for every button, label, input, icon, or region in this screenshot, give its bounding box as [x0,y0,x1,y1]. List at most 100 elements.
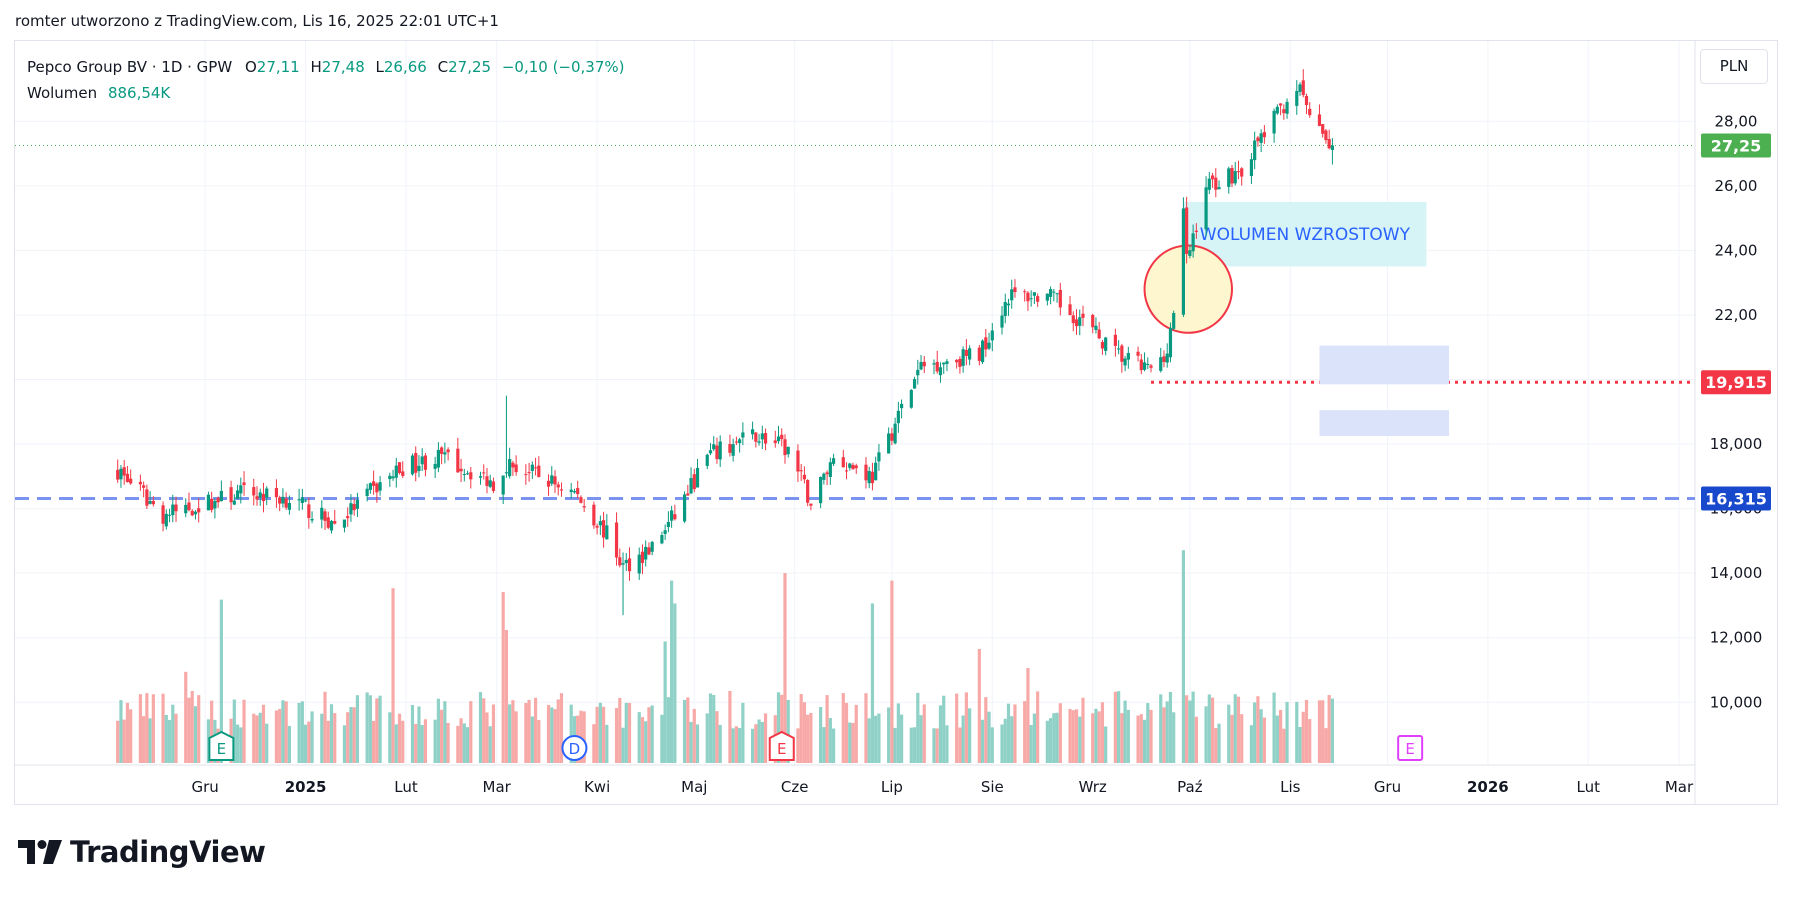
candle-body [553,476,557,485]
volume-bar [171,704,175,763]
price-tick-label: 10,000 [1710,693,1763,711]
candle-body [116,469,120,480]
volume-bar [508,704,512,763]
candle-body [148,501,152,504]
highlight-ellipse[interactable] [1129,230,1247,348]
tradingview-logo[interactable]: TradingView [18,835,266,869]
zone-rectangle[interactable] [1319,345,1450,385]
volume-bar [462,723,466,763]
volume-bar [796,728,800,763]
candle-body [1249,159,1254,177]
volume-bar [1181,550,1186,763]
volume-bar [1330,698,1335,763]
candle-body [1230,167,1234,184]
candle-body [171,504,175,516]
candle-body [576,488,580,495]
symbol-name[interactable]: Pepco Group BV · 1D · GPW [27,58,233,76]
volume-bar [977,649,981,763]
candle-body [1006,303,1011,306]
volume-bar [167,719,172,763]
volume-bar [1058,703,1062,763]
volume-bar [1026,668,1030,763]
earnings-marker[interactable] [1397,735,1424,761]
candle-body [987,342,991,349]
tradingview-logo-text: TradingView [70,835,266,869]
candle-body [138,481,142,485]
volume-bar [1207,694,1211,763]
earnings-marker[interactable] [768,730,795,761]
candle-body [760,433,764,440]
volume-bar [893,727,897,763]
candle-body [391,476,395,479]
volume-bar [776,692,781,763]
event-marker-letter: E [217,740,226,758]
volume-bar [1256,696,1260,763]
candle-body [504,472,509,474]
candle-body [1142,362,1147,370]
volume-bar [1126,709,1130,763]
candle-body [1236,171,1241,173]
volume-bar [841,693,845,763]
candle-body [1324,130,1328,141]
candle-body [783,439,787,456]
volume-bar [660,714,664,763]
volume-bar [1204,706,1208,763]
candle-body [323,511,327,521]
volume-bar [663,641,667,763]
annotation-box[interactable] [1183,201,1427,267]
volume-label[interactable]: Wolumen [27,84,98,102]
currency-button[interactable]: PLN [1700,49,1768,84]
volume-bar [848,722,852,763]
volume-bar [695,724,700,763]
volume-bar [1120,713,1124,763]
candle-body [809,503,813,506]
volume-bar [125,702,130,763]
price-tick-label: 14,000 [1710,564,1763,582]
candle-body [1308,108,1312,116]
candle-body [508,458,512,477]
volume-bar [1097,711,1101,763]
volume-bar [1324,728,1328,763]
earnings-marker[interactable] [208,730,235,761]
volume-bar [754,724,758,763]
volume-bar [511,700,515,763]
volume-bar [864,693,868,763]
last-price-label: 27,25 [1711,136,1762,155]
volume-bar [129,709,133,763]
candle-body [650,541,654,552]
candle-body [806,480,810,503]
candle-body [1181,208,1186,315]
event-marker-letter: E [1405,740,1414,758]
volume-bar [352,707,356,763]
volume-bar [391,588,395,763]
volume-bar [1146,703,1150,763]
volume-bar [323,691,327,763]
volume-bar [281,700,285,763]
volume-bar [553,709,557,763]
candle-body [556,484,560,488]
volume-bar [666,697,670,763]
candle-body [1097,329,1101,339]
candle-body [122,467,126,476]
candle-body [796,450,800,472]
volume-bar [942,695,946,763]
candle-body [1068,304,1072,316]
candle-body [1010,289,1014,301]
dividend-marker[interactable] [561,735,588,761]
candle-body [482,472,486,474]
candle-body [436,449,440,468]
volume-bar [1091,713,1095,763]
volume-bar [440,709,444,763]
volume-bar [670,580,674,763]
volume-bar [968,708,972,763]
candle-body [938,367,943,376]
volume-bar [1123,700,1127,763]
candle-body [1298,84,1302,92]
volume-bar [1078,716,1082,763]
volume-bar [303,724,308,763]
candle-body [511,462,515,468]
zone-rectangle[interactable] [1319,410,1450,436]
volume-bar [1272,692,1276,763]
candle-body [213,500,217,509]
